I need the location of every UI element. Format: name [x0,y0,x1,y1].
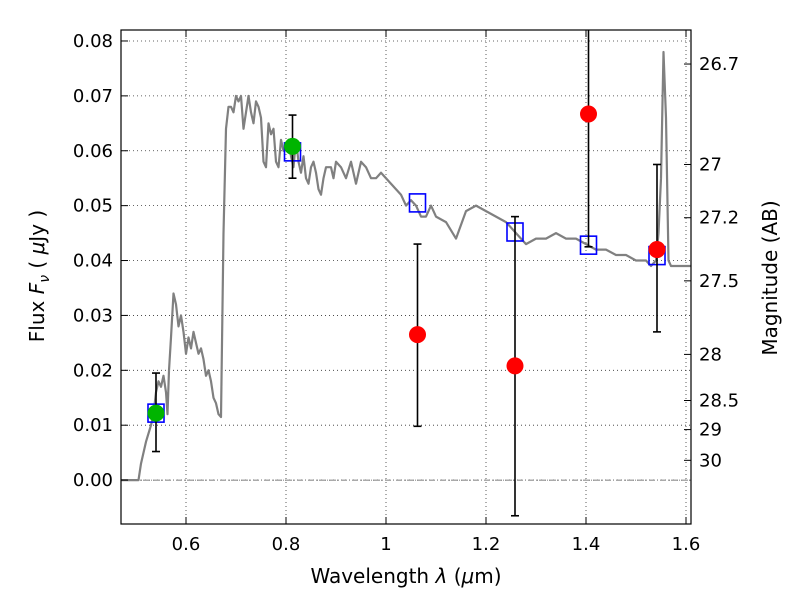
detection-point [147,404,165,422]
detection-point [284,137,301,155]
y-axis-title: Flux Fν ( μJy ) [25,210,53,342]
magnitude-tick-label: 26.7 [699,54,739,75]
grid [121,30,691,524]
y-tick-label: 0.04 [73,251,113,272]
nondetection-point [648,241,666,259]
y-tick-label: 0.03 [73,305,113,326]
nondetection-point [409,326,426,344]
y-tick-label: 0.00 [73,470,113,491]
x-axis-title: Wavelength λ (μm) [310,564,501,588]
y-tick-label: 0.05 [73,196,113,217]
axes-frame [120,29,692,525]
y-tick-label: 0.06 [73,141,113,162]
x-tick-label: 0.8 [272,534,301,555]
nondetection-point [506,357,524,375]
x-tick-label: 0.6 [172,534,201,555]
model-photometry-square [408,193,427,213]
ticks: 0.6 0.8 1 1.2 1.4 1.6 0.00 0.01 0.02 0.03 0.04 0.05… [73,30,739,555]
nondetection-point [580,105,597,123]
magnitude-tick-label: 27.5 [699,271,739,292]
x-tick-label: 1 [380,534,391,555]
magnitude-tick-label: 27 [699,154,722,175]
x-tick-label: 1.4 [572,534,601,555]
x-tick-label: 1.6 [672,534,701,555]
y-tick-label: 0.02 [73,360,113,381]
y2-axis-title: Magnitude (AB) [758,200,782,355]
magnitude-tick-label: 28 [699,344,722,365]
y-tick-label: 0.08 [73,31,113,52]
model-spectrum-line [121,50,691,482]
magnitude-tick-label: 30 [699,450,722,471]
y-tick-label: 0.07 [73,86,113,107]
y-tick-label: 0.01 [73,415,113,436]
x-tick-label: 1.2 [472,534,501,555]
magnitude-tick-label: 27.2 [699,208,739,229]
plot-area [121,30,691,517]
magnitude-tick-label: 28.5 [699,391,739,412]
magnitude-tick-label: 29 [699,420,722,441]
